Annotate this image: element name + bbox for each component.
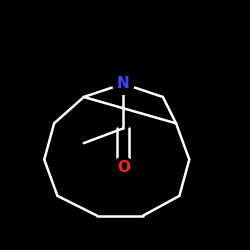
Text: O: O xyxy=(117,160,130,175)
Circle shape xyxy=(113,157,134,178)
Circle shape xyxy=(113,73,134,94)
Text: N: N xyxy=(117,76,130,91)
